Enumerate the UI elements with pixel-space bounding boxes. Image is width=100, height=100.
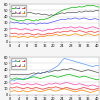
Legend: a, b, c, d, e, f: a, b, c, d, e, f: [11, 5, 26, 16]
Legend: a, b, c, d, e, f: a, b, c, d, e, f: [11, 58, 26, 69]
